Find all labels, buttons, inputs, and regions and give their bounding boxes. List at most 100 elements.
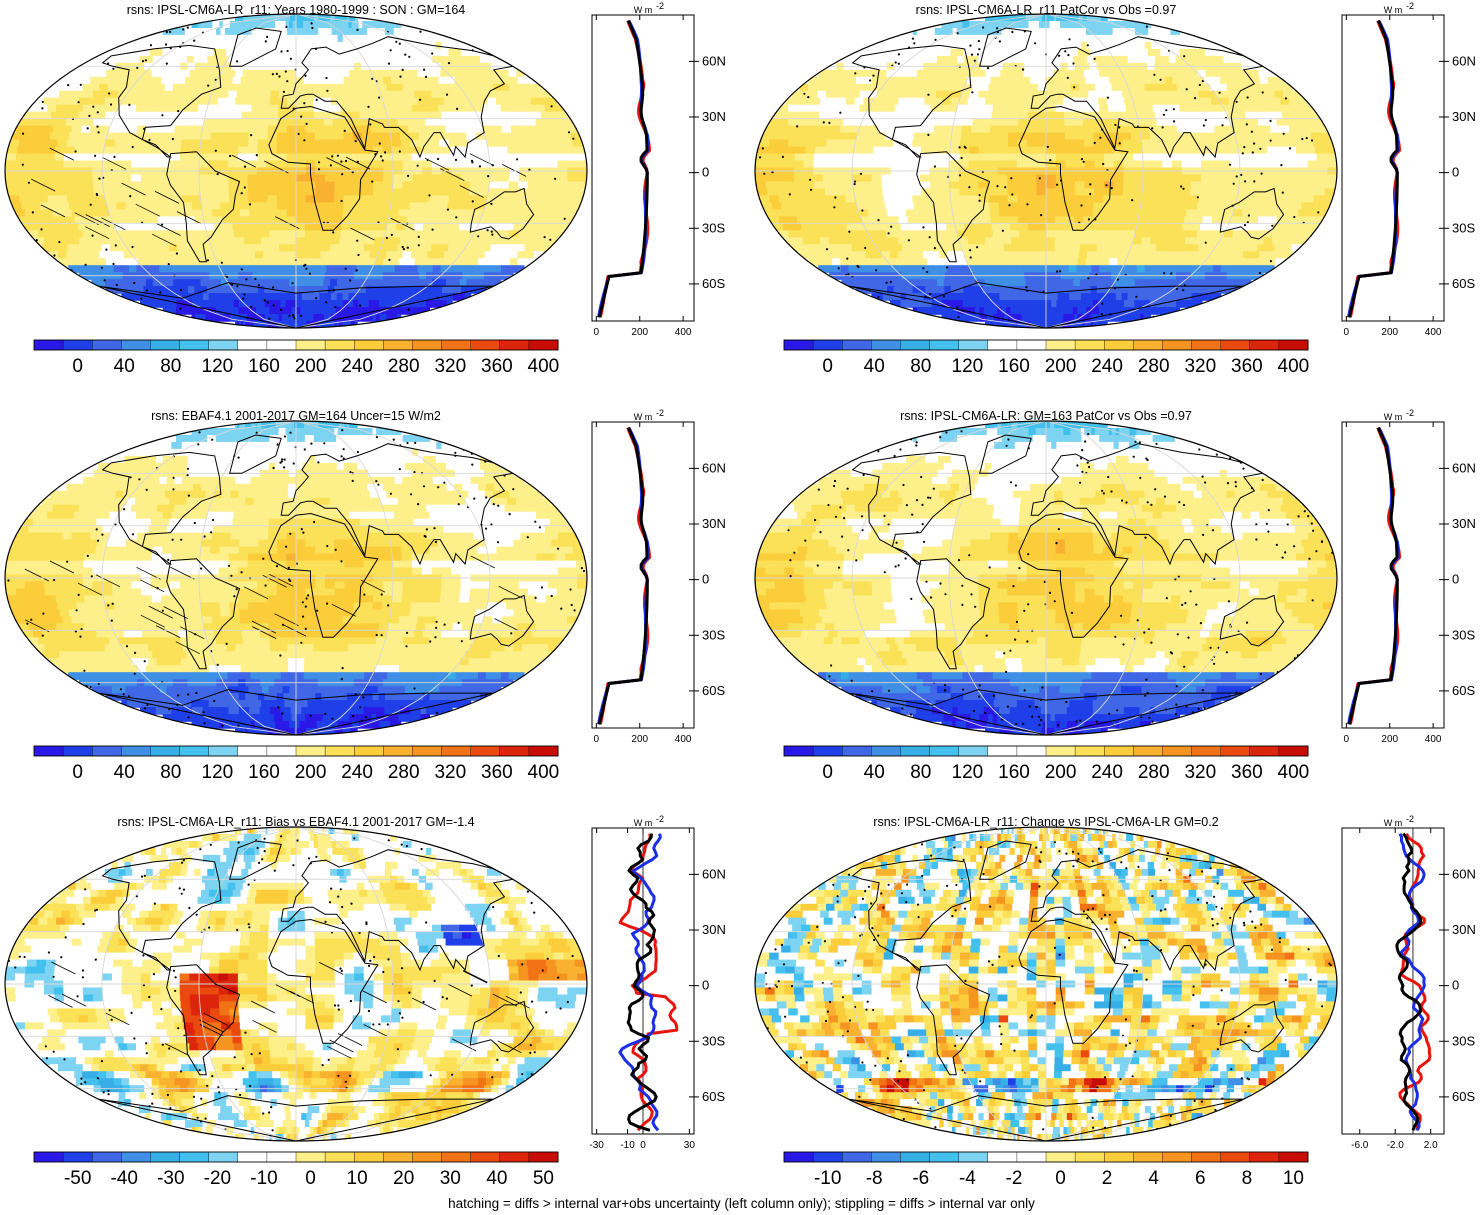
x-tick-label: 400	[675, 327, 692, 338]
colorbar-swatch	[121, 339, 151, 351]
lat-label: 30S	[702, 627, 725, 642]
colorbar-label: 360	[1231, 356, 1263, 377]
colorbar-label: 320	[1184, 762, 1216, 783]
colorbar-swatch	[783, 1151, 814, 1163]
graticule	[755, 14, 1337, 328]
colorbar-label: 400	[1278, 762, 1310, 783]
colorbar-swatch	[1191, 745, 1222, 757]
colorbar-swatch	[528, 1151, 559, 1163]
profile-unit-sup: -2	[656, 408, 664, 418]
colorbar-label: 10	[1283, 1168, 1304, 1189]
colorbar-swatch	[295, 339, 326, 351]
colorbar-swatch	[150, 1151, 180, 1163]
lat-label: 30S	[1452, 627, 1475, 642]
colorbar-swatch	[929, 1151, 960, 1163]
colorbar-label: 120	[952, 762, 984, 783]
colorbar-label: 8	[1242, 1168, 1253, 1189]
colorbar-label: 240	[341, 356, 373, 377]
colorbar-label: 240	[1091, 356, 1123, 377]
colorbar-swatch	[1162, 745, 1193, 757]
panel-6: rsns: IPSL-CM6A-LR_r11: Change vs IPSL-C…	[754, 814, 1476, 1189]
profile-unit: W m	[634, 5, 653, 15]
colorbar-swatch	[208, 339, 239, 351]
profile-line-model	[1398, 832, 1426, 1131]
profile-line-mean	[597, 427, 649, 725]
zonal-profile: 60N 30N 0 30S 60S 0 200 400 W m -2	[591, 1, 726, 338]
colorbar-label: -50	[64, 1168, 91, 1189]
colorbar-swatch	[121, 1151, 151, 1163]
x-tick-label: 400	[675, 734, 692, 745]
profile-frame	[591, 14, 695, 322]
colorbar-label: 120	[952, 356, 984, 377]
colorbar-frame	[33, 1151, 559, 1163]
colorbar-label: 360	[481, 356, 513, 377]
panel-1: rsns: IPSL-CM6A-LR_r11: Years 1980-1999 …	[4, 1, 726, 377]
colorbar-swatch	[1249, 339, 1280, 351]
lat-label: 0	[702, 165, 709, 180]
colorbar-swatch	[1278, 339, 1309, 351]
colorbar-frame	[33, 745, 559, 757]
colorbar-label: 160	[248, 762, 280, 783]
lat-label: 60S	[1452, 276, 1475, 291]
colorbar-swatch	[1045, 339, 1076, 351]
colorbar-label: 40	[486, 1168, 507, 1189]
colorbar-label: -6	[912, 1168, 929, 1189]
colorbar-swatch	[179, 745, 210, 757]
x-tick-label: 0	[1344, 734, 1350, 745]
colorbar-label: 280	[1138, 356, 1170, 377]
colorbar-label: 240	[1091, 762, 1123, 783]
colorbar-swatch	[441, 745, 472, 757]
colorbar-swatch	[91, 339, 122, 351]
colorbar-swatch	[412, 745, 442, 757]
profile-unit-sup: -2	[1406, 1, 1414, 11]
map-field	[755, 827, 1337, 1141]
lat-label: 0	[702, 978, 709, 993]
lat-label: 0	[1452, 165, 1459, 180]
colorbar-label: 280	[388, 762, 420, 783]
colorbar-label: 80	[910, 356, 931, 377]
colorbar-label: 320	[434, 762, 466, 783]
colorbar-label: 400	[528, 762, 560, 783]
profile-line-mean	[597, 20, 649, 318]
lat-label: 30N	[702, 516, 726, 531]
lat-label: 60N	[1452, 53, 1476, 68]
lat-label: 30S	[702, 1033, 725, 1048]
lat-label: 60N	[702, 53, 726, 68]
lat-label: 30N	[1452, 109, 1476, 124]
colorbar-swatch	[1133, 1151, 1163, 1163]
colorbar-swatch	[91, 745, 122, 757]
profile-unit-sup: -2	[1406, 408, 1414, 418]
zonal-profile: 60N 30N 0 30S 60S 0 200 400 W m -2	[591, 408, 726, 745]
profile-frame	[1341, 14, 1445, 322]
colorbar-frame	[783, 1151, 1309, 1163]
colorbar-swatch	[266, 339, 297, 351]
x-tick-label: 400	[1425, 734, 1442, 745]
colorbar-swatch	[62, 339, 93, 351]
colorbar-label: 200	[295, 762, 327, 783]
lat-label: 60N	[1452, 460, 1476, 475]
colorbar-label: 280	[1138, 762, 1170, 783]
lat-label: 60N	[1452, 866, 1476, 881]
colorbar-swatch	[1278, 1151, 1309, 1163]
zonal-profile: 60N 30N 0 30S 60S -6.0 -2.0 2.0 W m -2	[1341, 814, 1476, 1151]
colorbar-swatch	[1249, 1151, 1280, 1163]
colorbar-label: 360	[1231, 762, 1263, 783]
coastlines	[848, 434, 1285, 735]
colorbar-label: 50	[533, 1168, 554, 1189]
colorbar-swatch	[179, 339, 210, 351]
profile-unit: W m	[634, 412, 653, 422]
zonal-profile: 60N 30N 0 30S 60S 0 200 400 W m -2	[1341, 408, 1476, 745]
colorbar-swatch	[1016, 745, 1047, 757]
colorbar-swatch	[1016, 339, 1047, 351]
colorbar-swatch	[470, 745, 501, 757]
colorbar-swatch	[812, 1151, 843, 1163]
stippling	[787, 430, 1334, 727]
colorbar-swatch	[1249, 745, 1280, 757]
profile-unit-sup: -2	[656, 1, 664, 11]
lat-label: 30S	[702, 220, 725, 235]
graticule	[755, 827, 1337, 1141]
stippling	[7, 429, 586, 727]
profile-line-mean	[1347, 20, 1399, 318]
colorbar-swatch	[324, 339, 355, 351]
